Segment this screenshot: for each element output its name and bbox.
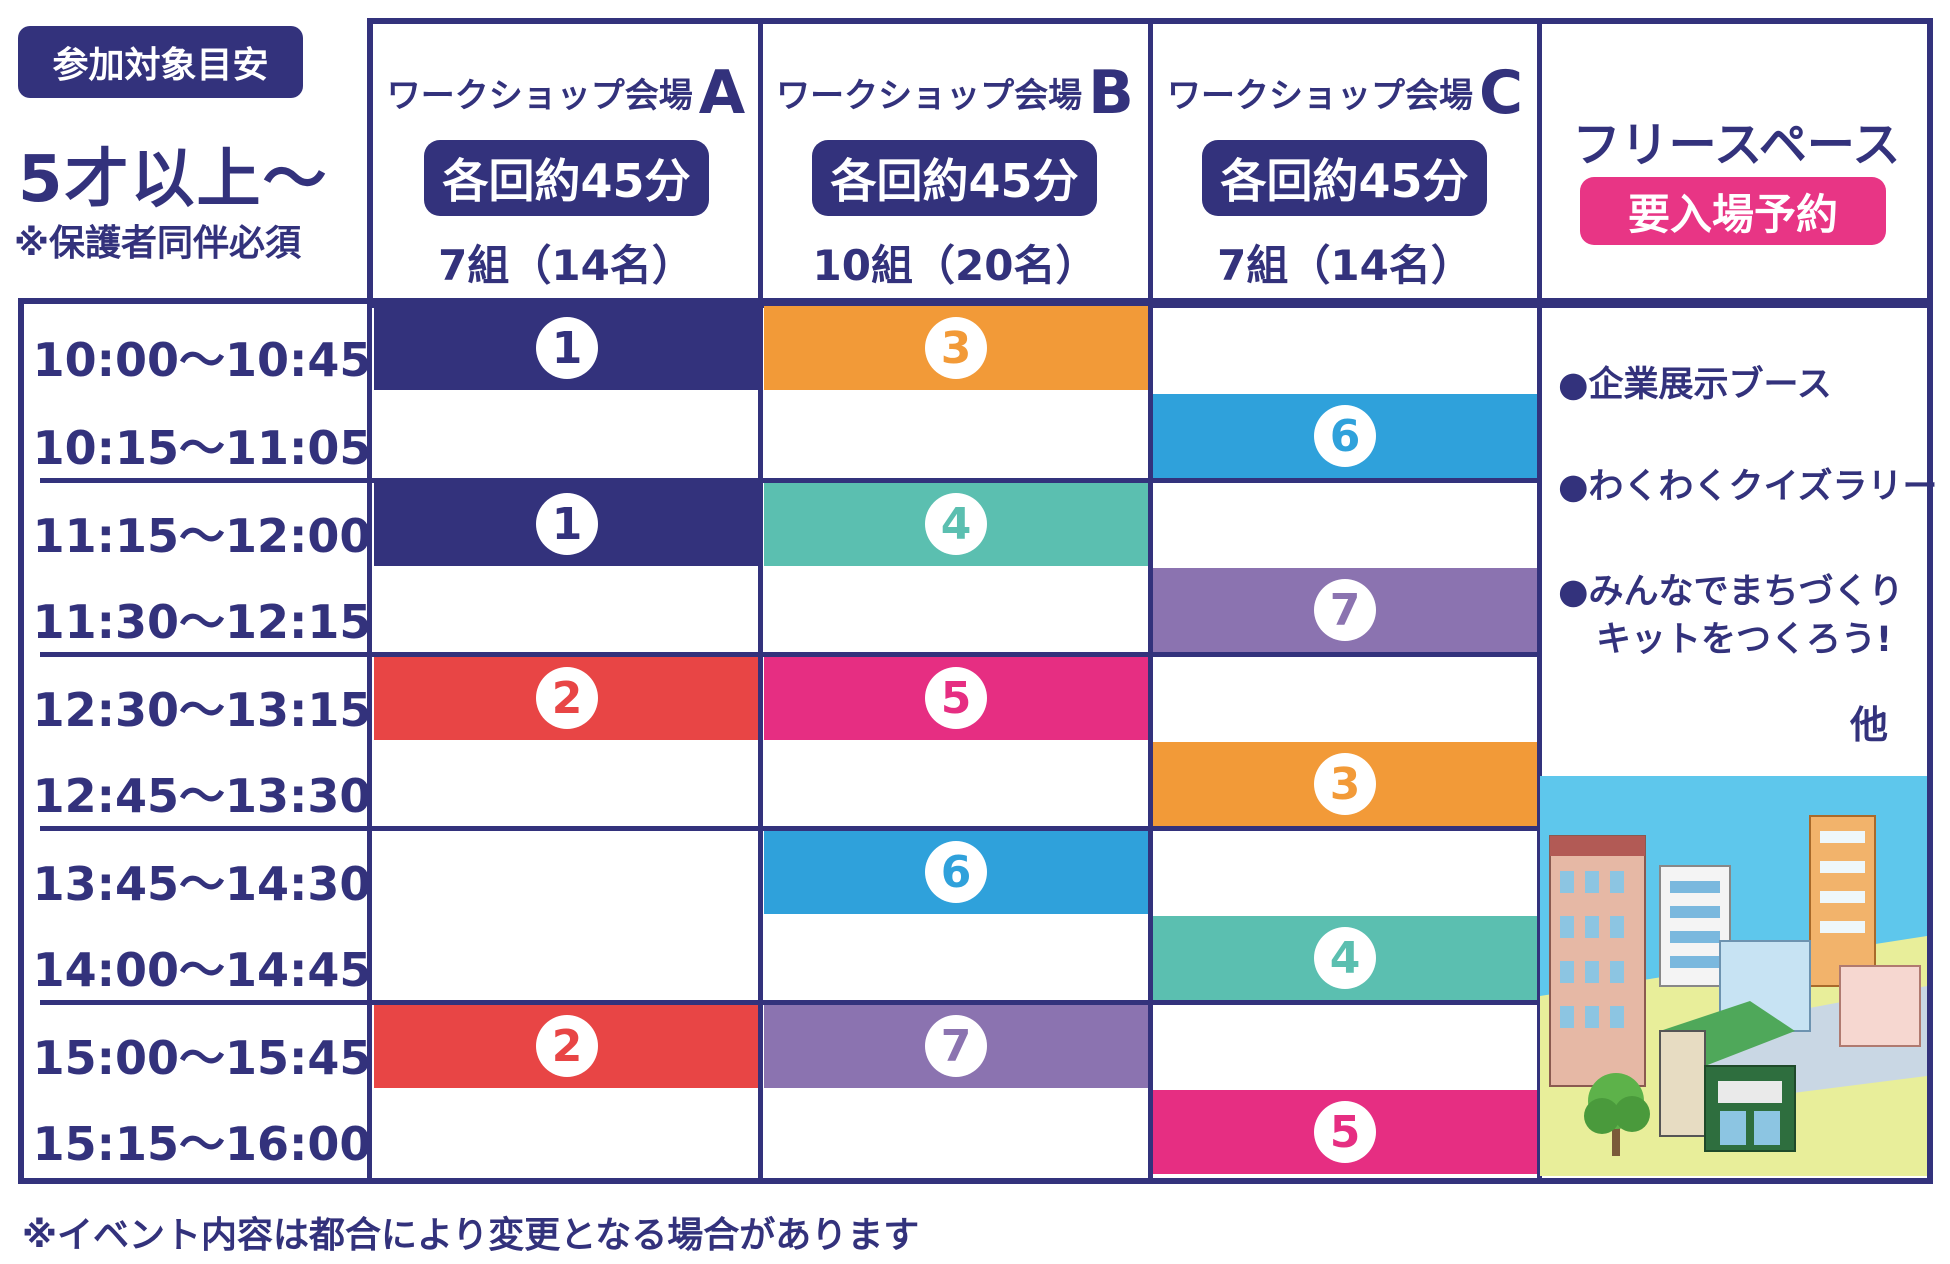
venue-b-letter: B: [1088, 58, 1134, 128]
column-divider: [1537, 18, 1542, 1184]
time-slot-3: 11:15〜12:00: [32, 509, 372, 563]
row-group-divider: [40, 478, 1537, 483]
reservation-badge: 要入場予約: [1580, 177, 1886, 245]
program-number: 4: [1314, 927, 1376, 989]
free-item-quiz: ●わくわくクイズラリー: [1558, 467, 1938, 507]
session-cell-b-4: [764, 568, 1148, 652]
time-slot-2: 10:15〜11:05: [32, 421, 372, 475]
target-badge: 参加対象目安: [18, 26, 303, 98]
guardian-note: ※保護者同伴必須: [14, 223, 301, 264]
venue-c-capacity: 7組（14名）: [1217, 241, 1473, 290]
session-cell-a-3: 1: [374, 482, 760, 566]
session-cell-a-7: [374, 830, 760, 914]
venue-a-letter: A: [698, 58, 746, 128]
free-item-other: 他: [1850, 703, 1889, 747]
session-cell-c-9: [1153, 1004, 1537, 1088]
session-cell-a-6: [374, 742, 760, 826]
program-number: 3: [1314, 753, 1376, 815]
session-cell-c-2: 6: [1153, 394, 1537, 478]
session-cell-b-7: 6: [764, 830, 1148, 914]
session-cell-a-1: 1: [374, 306, 760, 390]
row-group-divider: [40, 652, 1537, 657]
footnote: ※イベント内容は都合により変更となる場合があります: [22, 1215, 920, 1256]
venue-a-name: ワークショップ会場: [386, 76, 693, 116]
venue-c-name: ワークショップ会場: [1166, 76, 1473, 116]
session-cell-a-5: 2: [374, 656, 760, 740]
session-cell-b-1: 3: [764, 306, 1148, 390]
session-cell-c-8: 4: [1153, 916, 1537, 1000]
session-cell-a-10: [374, 1090, 760, 1174]
session-cell-a-4: [374, 568, 760, 652]
venue-b-title: ワークショップ会場 B: [760, 58, 1150, 128]
column-divider: [367, 18, 372, 1184]
program-number: 4: [925, 493, 987, 555]
session-cell-b-5: 5: [764, 656, 1148, 740]
program-number: 2: [536, 1015, 598, 1077]
paper-town-illustration: [1540, 776, 1927, 1176]
row-group-divider: [40, 826, 1537, 831]
session-cell-c-6: 3: [1153, 742, 1537, 826]
free-item-booth: ●企業展示ブース: [1558, 365, 1832, 405]
time-slot-1: 10:00〜10:45: [32, 333, 372, 387]
time-slot-7: 13:45〜14:30: [32, 857, 372, 911]
venue-b-name: ワークショップ会場: [776, 76, 1083, 116]
header-divider: [367, 300, 1933, 305]
venue-b-capacity: 10組（20名）: [812, 241, 1098, 290]
time-slot-10: 15:15〜16:00: [32, 1117, 372, 1171]
venue-c-letter: C: [1478, 58, 1524, 128]
session-cell-b-6: [764, 742, 1148, 826]
session-cell-c-7: [1153, 830, 1537, 914]
program-number: 1: [536, 317, 598, 379]
venue-a-duration: 各回約45分: [424, 140, 709, 216]
session-cell-b-8: [764, 916, 1148, 1000]
program-number: 5: [1314, 1101, 1376, 1163]
program-number: 1: [536, 493, 598, 555]
session-cell-a-8: [374, 916, 760, 1000]
session-cell-b-2: [764, 394, 1148, 478]
session-cell-c-1: [1153, 306, 1537, 390]
free-item-kit: ●みんなでまちづくり: [1558, 572, 1904, 612]
venue-a-capacity: 7組（14名）: [438, 241, 694, 290]
venue-c-title: ワークショップ会場 C: [1150, 58, 1540, 128]
time-slot-9: 15:00〜15:45: [32, 1031, 372, 1085]
time-slot-4: 11:30〜12:15: [32, 595, 372, 649]
age-target: 5才以上〜: [18, 143, 329, 217]
column-divider: [758, 18, 763, 1184]
venue-b-duration: 各回約45分: [812, 140, 1097, 216]
session-cell-b-3: 4: [764, 482, 1148, 566]
program-number: 7: [1314, 579, 1376, 641]
session-cell-c-10: 5: [1153, 1090, 1537, 1174]
free-item-kit-line2: キットをつくろう!: [1596, 620, 1892, 660]
program-number: 3: [925, 317, 987, 379]
program-number: 6: [925, 841, 987, 903]
session-cell-b-9: 7: [764, 1004, 1148, 1088]
time-slot-8: 14:00〜14:45: [32, 943, 372, 997]
venue-c-duration: 各回約45分: [1202, 140, 1487, 216]
free-space-title: フリースペース: [1572, 117, 1901, 173]
session-cell-a-9: 2: [374, 1004, 760, 1088]
time-slot-6: 12:45〜13:30: [32, 769, 372, 823]
program-number: 7: [925, 1015, 987, 1077]
session-cell-c-3: [1153, 482, 1537, 566]
program-number: 6: [1314, 405, 1376, 467]
session-cell-c-5: [1153, 656, 1537, 740]
row-group-divider: [40, 1000, 1537, 1005]
column-divider: [1148, 18, 1153, 1184]
program-number: 5: [925, 667, 987, 729]
time-slot-5: 12:30〜13:15: [32, 683, 372, 737]
session-cell-c-4: 7: [1153, 568, 1537, 652]
session-cell-b-10: [764, 1090, 1148, 1174]
program-number: 2: [536, 667, 598, 729]
venue-a-title: ワークショップ会場 A: [372, 58, 760, 128]
session-cell-a-2: [374, 394, 760, 478]
